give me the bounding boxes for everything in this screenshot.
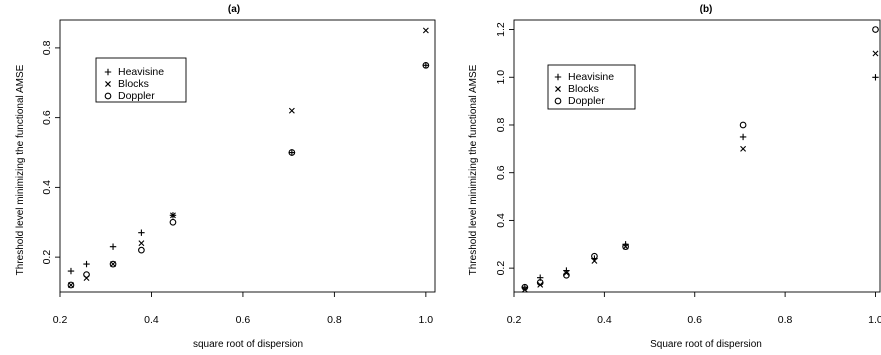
panel-a-y-tick-label: 0.8 <box>41 40 53 55</box>
panel-a-point-heavisine <box>422 62 430 69</box>
panel-a-x-tick-label: 0.6 <box>236 314 251 326</box>
panel-b-y-tick-label: 0.4 <box>495 213 507 228</box>
panel-a: (a) 0.2 0.4 0.6 0.8 1.0 0.2 0.4 0.6 0.8 square r… <box>15 4 436 350</box>
panel-a-axes: 0.2 0.4 0.6 0.8 1.0 0.2 0.4 0.6 0.8 <box>41 40 433 326</box>
panel-b-legend-blocks: Blocks <box>568 83 599 95</box>
panel-b-y-tick-label: 1.0 <box>495 70 507 85</box>
panel-b-title: (b) <box>700 4 713 15</box>
panel-b-point-blocks <box>740 145 747 152</box>
panel-a-point-blocks <box>422 27 429 34</box>
panel-a-legend-heavisine: Heavisine <box>118 66 164 78</box>
panel-a-x-tick-label: 0.4 <box>144 314 159 326</box>
panel-b-x-tick-label: 0.8 <box>778 314 793 326</box>
panel-a-point-blocks <box>288 107 295 114</box>
panel-b-legend-marker-doppler <box>554 97 562 105</box>
panel-a-point-heavisine <box>67 267 75 275</box>
panel-b-point-blocks <box>872 50 879 57</box>
panel-a-data-points <box>67 27 430 289</box>
panel-b: (b) 0.2 0.4 0.6 0.8 1.0 0.2 0.4 0.6 0.8 1.0 1.2 Sq… <box>468 4 881 350</box>
panel-a-x-tick-label: 1.0 <box>419 314 434 326</box>
panel-b-x-tick-label: 0.4 <box>597 314 612 326</box>
panel-b-legend-heavisine: Heavisine <box>568 71 614 83</box>
panel-a-point-doppler <box>109 260 117 268</box>
panel-a-legend-blocks: Blocks <box>118 78 149 90</box>
panel-a-point-doppler <box>169 218 177 226</box>
panel-b-point-doppler <box>521 283 529 291</box>
panel-b-y-tick-label: 0.8 <box>495 118 507 133</box>
panel-b-point-blocks <box>591 258 598 264</box>
panel-a-point-blocks <box>170 212 176 219</box>
panel-b-data-points <box>521 26 879 293</box>
panel-a-legend-marker-heavisine <box>104 68 112 76</box>
panel-a-plot-frame <box>59 19 436 293</box>
panel-b-point-doppler <box>536 279 544 286</box>
panel-a-point-heavisine <box>138 229 145 236</box>
panel-b-plot-frame <box>513 19 881 293</box>
panel-b-legend: Heavisine Blocks Doppler <box>547 64 636 110</box>
panel-b-point-doppler <box>622 243 629 251</box>
panel-b-legend-doppler: Doppler <box>568 95 605 107</box>
panel-a-y-axis-label: Threshold level minimizing the functiona… <box>15 64 26 275</box>
panel-b-point-doppler <box>872 26 879 33</box>
panel-b-y-tick-label: 0.2 <box>495 261 507 276</box>
panel-b-x-axis-label: Square root of dispersion <box>650 339 762 350</box>
panel-b-x-tick-label: 0.2 <box>507 314 522 326</box>
panel-b-x-tick-label: 1.0 <box>868 314 881 326</box>
panel-a-legend-doppler: Doppler <box>118 90 155 102</box>
panel-a-y-tick-label: 0.6 <box>41 110 53 125</box>
panel-b-legend-box <box>547 64 636 110</box>
panel-b-y-tick-label: 1.2 <box>495 22 507 37</box>
panel-a-point-doppler <box>138 246 145 254</box>
panel-b-legend-marker-heavisine <box>554 73 562 81</box>
panel-a-point-heavisine <box>109 243 117 250</box>
panel-a-x-tick-label: 0.2 <box>53 314 68 326</box>
panel-b-point-heavisine <box>872 74 879 81</box>
panel-b-y-axis-label: Threshold level minimizing the functiona… <box>468 64 479 275</box>
panel-b-y-tick-label: 0.6 <box>495 165 507 180</box>
panel-a-x-axis-label: square root of dispersion <box>193 339 303 350</box>
panel-a-legend-box <box>95 57 187 103</box>
panel-b-point-doppler <box>739 121 747 129</box>
panel-a-point-heavisine <box>83 260 90 268</box>
panel-a-legend-marker-blocks <box>105 81 111 87</box>
panel-a-point-doppler <box>67 281 75 289</box>
panel-a-legend-marker-doppler <box>104 92 112 100</box>
panel-a-point-doppler <box>83 271 90 278</box>
panel-a-x-tick-label: 0.8 <box>327 314 342 326</box>
panel-a-point-doppler <box>422 61 430 69</box>
panel-a-y-tick-label: 0.2 <box>41 250 53 265</box>
panel-a-legend: Heavisine Blocks Doppler <box>95 57 187 103</box>
panel-a-point-doppler <box>288 149 296 156</box>
panel-a-title: (a) <box>228 4 240 15</box>
panel-b-point-doppler <box>591 252 598 260</box>
panel-b-legend-marker-blocks <box>555 86 561 92</box>
panel-a-point-heavisine <box>288 149 296 156</box>
panel-b-point-heavisine <box>739 133 747 141</box>
panel-b-point-doppler <box>563 271 570 279</box>
panel-b-axes: 0.2 0.4 0.6 0.8 1.0 0.2 0.4 0.6 0.8 1.0 1.2 <box>495 22 881 326</box>
panel-b-x-tick-label: 0.6 <box>687 314 702 326</box>
panel-a-point-blocks <box>138 240 145 247</box>
panel-a-y-tick-label: 0.4 <box>41 180 53 195</box>
